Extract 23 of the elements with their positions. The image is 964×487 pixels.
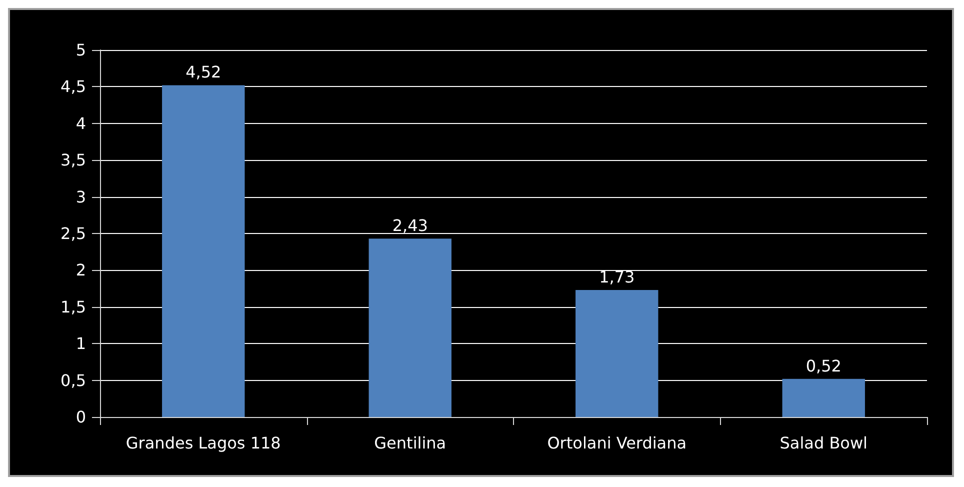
x-tick-label: Ortolani Verdiana [547, 434, 687, 452]
y-tick-label: 1,5 [60, 297, 86, 316]
x-tick-label: Gentilina [374, 434, 446, 452]
y-tick-label: 3,5 [60, 150, 86, 170]
y-tick-label: 1 [76, 334, 86, 354]
bar [162, 85, 245, 417]
bar [576, 290, 658, 417]
y-tick-label: 0,5 [60, 370, 86, 390]
bar [782, 378, 865, 417]
data-label: 4,52 [186, 62, 222, 82]
y-tick-label: 3 [76, 187, 86, 206]
y-tick-label: 0 [76, 408, 86, 426]
x-tick-label: Grandes Lagos 118 [126, 434, 281, 452]
y-tick-label: 2 [76, 260, 86, 280]
bar [368, 238, 452, 417]
x-tick-label: Salad Bowl [780, 434, 868, 452]
y-tick-label: 2,5 [60, 224, 86, 243]
data-label: 0,52 [806, 356, 842, 376]
y-tick-label: 4 [76, 114, 86, 133]
data-label: 2,43 [392, 216, 428, 236]
data-label: 1,73 [599, 268, 635, 287]
y-tick-label: 5 [76, 40, 86, 60]
y-tick-label: 4,5 [60, 77, 86, 96]
